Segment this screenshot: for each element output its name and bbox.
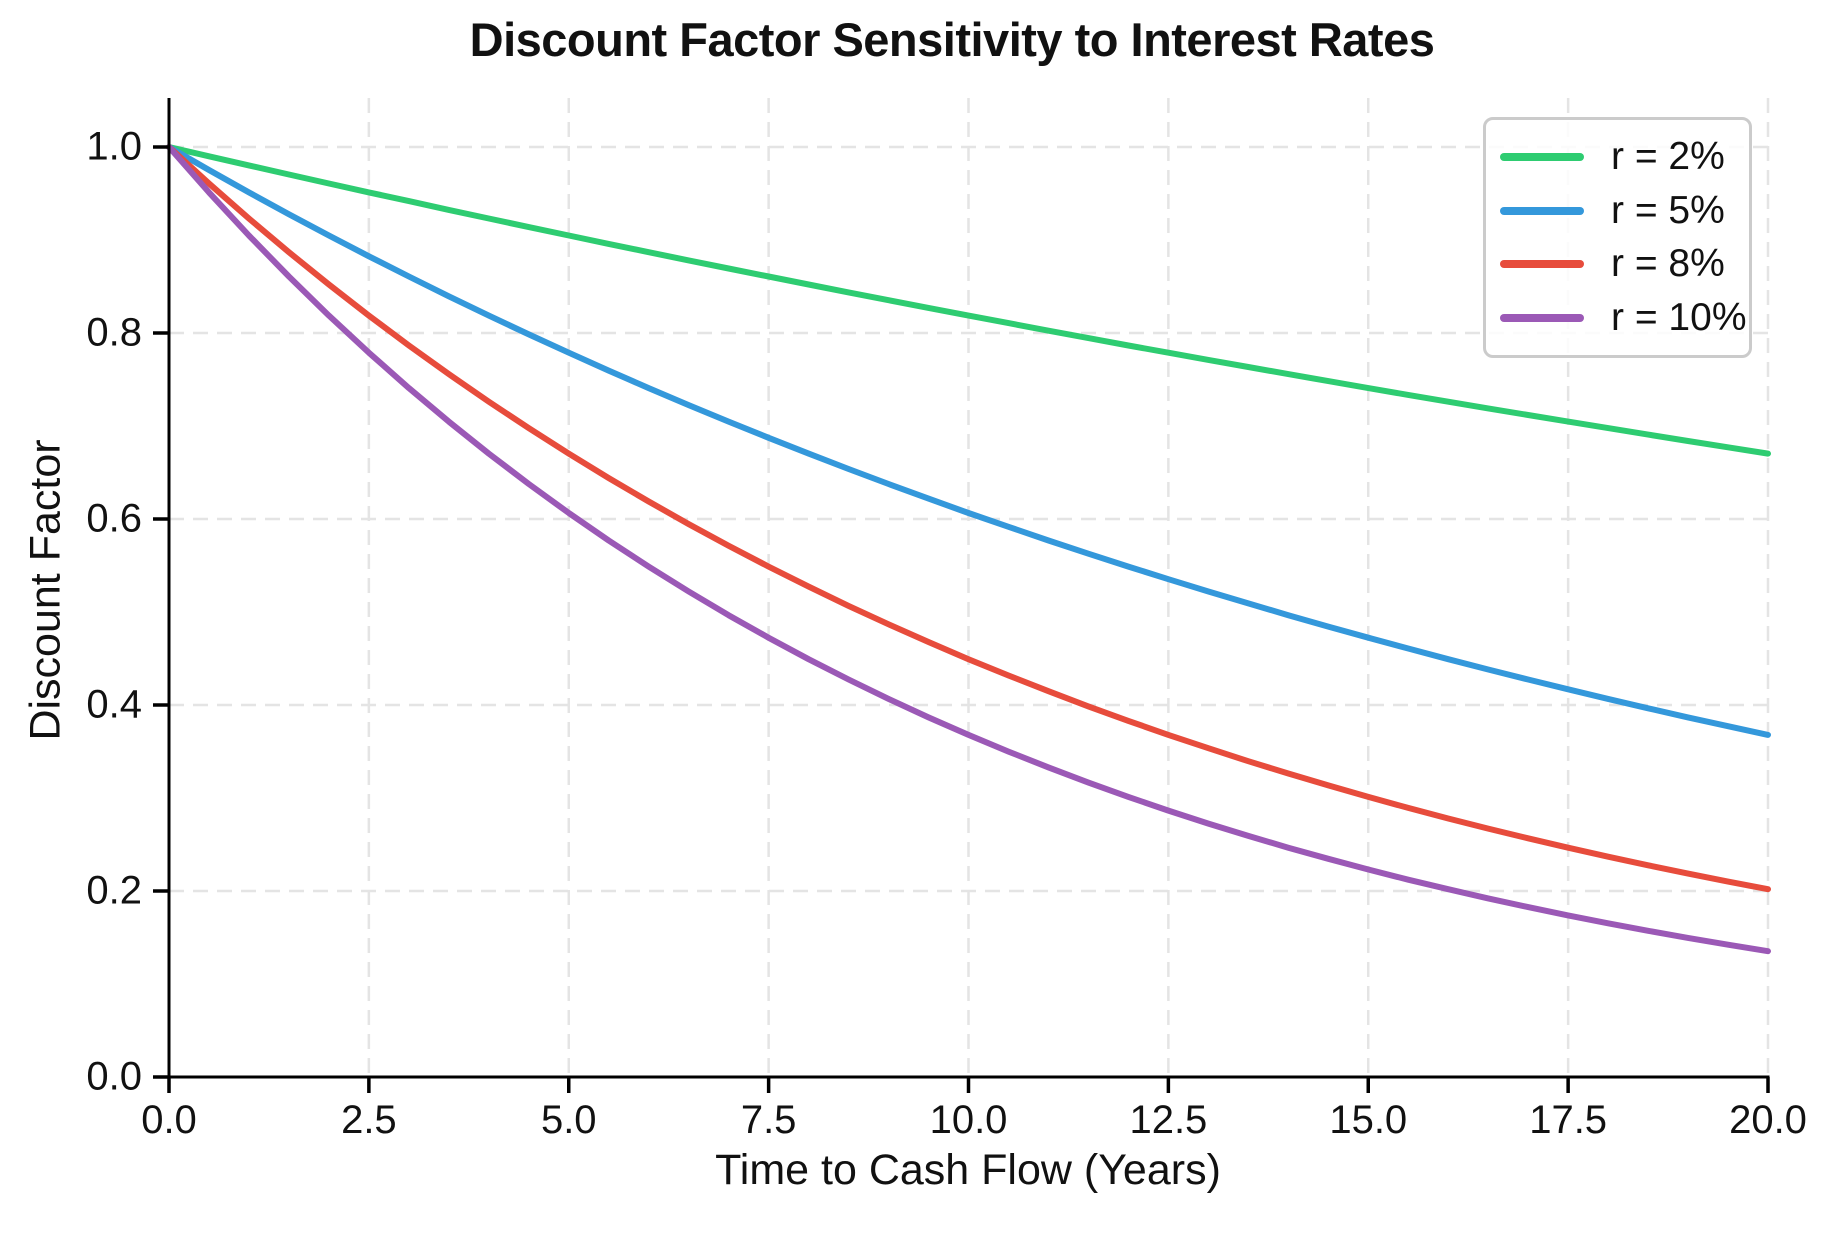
series-line-10pct: [166, 144, 1771, 955]
series-line-5pct: [166, 144, 1771, 738]
y-tick-label: 1.0: [86, 124, 142, 169]
series-line-8pct: [166, 144, 1771, 893]
legend-item: r = 8%: [1486, 242, 1749, 286]
legend-label: r = 5%: [1611, 188, 1725, 232]
legend-item: r = 10%: [1486, 296, 1749, 340]
x-tick-label: 10.0: [929, 1098, 1008, 1142]
x-tick-label: 5.0: [540, 1098, 597, 1142]
x-tick-label: 7.5: [740, 1098, 797, 1142]
x-tick-label: 0.0: [141, 1098, 197, 1142]
y-tick-label: 0.0: [86, 1054, 142, 1099]
x-tick-label: 2.5: [341, 1098, 397, 1142]
x-tick-label: 15.0: [1329, 1098, 1408, 1142]
legend-line-swatch: [1500, 314, 1584, 323]
x-tick-label: 20.0: [1729, 1098, 1807, 1142]
legend-item: r = 5%: [1486, 189, 1749, 233]
x-axis-label: Time to Cash Flow (Years): [715, 1146, 1221, 1194]
legend: r = 2% r = 5% r = 8% r = 10%: [1483, 117, 1752, 358]
y-tick-label: 0.2: [86, 868, 142, 913]
x-tick-label: 17.5: [1529, 1098, 1608, 1142]
y-tick-label: 0.6: [86, 496, 142, 541]
legend-label: r = 2%: [1611, 134, 1725, 178]
legend-line-swatch: [1500, 260, 1584, 269]
series-line-2pct: [166, 144, 1771, 457]
chart-title: Discount Factor Sensitivity to Interest …: [469, 13, 1435, 66]
legend-item: r = 2%: [1486, 135, 1749, 179]
legend-line-swatch: [1500, 206, 1584, 215]
y-tick-label: 0.8: [86, 310, 142, 355]
legend-line-swatch: [1500, 152, 1584, 161]
x-tick-label: 12.5: [1129, 1098, 1208, 1142]
legend-label: r = 8%: [1611, 242, 1725, 286]
y-tick-label: 0.4: [86, 682, 142, 727]
legend-label: r = 10%: [1611, 296, 1747, 340]
